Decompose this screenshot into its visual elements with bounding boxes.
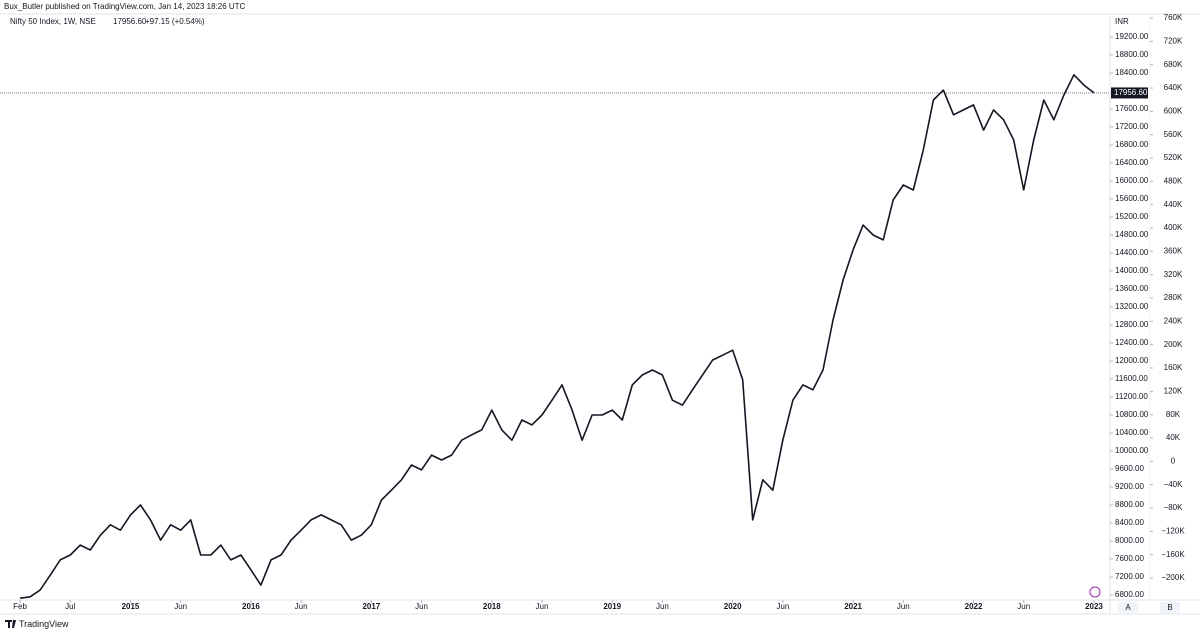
x-tick-label: Jun	[174, 602, 187, 611]
y2-tick-label: 120K	[1164, 386, 1183, 395]
y2-tick-label: 640K	[1164, 83, 1183, 92]
y2-tick-label: 760K	[1164, 13, 1183, 22]
publisher: Bux_Butler published on TradingView.com,…	[4, 2, 246, 11]
y-tick-label: 10400.00	[1115, 428, 1149, 437]
y-tick-label: 10800.00	[1115, 410, 1149, 419]
x-tick-label: 2016	[242, 602, 260, 611]
x-tick-label: Jun	[1017, 602, 1030, 611]
y-tick-label: 10000.00	[1115, 446, 1149, 455]
price-line	[19, 74, 1095, 599]
y2-tick-label: 160K	[1164, 363, 1183, 372]
y-tick-label: 11200.00	[1115, 392, 1148, 401]
x-tick-label: 2015	[122, 602, 140, 611]
y2-tick-label: 0	[1171, 456, 1176, 465]
y-tick-label: 15600.00	[1115, 194, 1149, 203]
y-tick-label: 18800.00	[1115, 50, 1149, 59]
y-tick-label: 14800.00	[1115, 230, 1149, 239]
y-tick-label: 18400.00	[1115, 68, 1149, 77]
y-tick-label: 8400.00	[1115, 518, 1144, 527]
x-tick-label: Jun	[415, 602, 428, 611]
y2-tick-label: 560K	[1164, 130, 1183, 139]
x-tick-label: Jun	[536, 602, 549, 611]
y2-tick-label: 320K	[1164, 270, 1183, 279]
x-tick-label: 2023	[1085, 602, 1103, 611]
y-tick-label: 9600.00	[1115, 464, 1144, 473]
y2-tick-label: −160K	[1161, 550, 1185, 559]
y-tick-label: 17200.00	[1115, 122, 1149, 131]
last: 17956.60	[113, 17, 147, 26]
x-tick-label: 2019	[603, 602, 621, 611]
y2-tick-label: 440K	[1164, 200, 1183, 209]
x-tick-label: Feb	[13, 602, 27, 611]
y2-tick-label: 200K	[1164, 340, 1183, 349]
y-tick-label: 17600.00	[1115, 104, 1149, 113]
y-tick-label: 12400.00	[1115, 338, 1149, 347]
y2-tick-label: 40K	[1166, 433, 1181, 442]
y-tick-label: 9200.00	[1115, 482, 1144, 491]
y2-tick-label: 280K	[1164, 293, 1183, 302]
y2-tick-label: 680K	[1164, 60, 1183, 69]
y2-tick-label: −120K	[1161, 526, 1185, 535]
y-tick-label: 11600.00	[1115, 374, 1148, 383]
y2-tick-label: 600K	[1164, 106, 1183, 115]
y-tick-label: 7200.00	[1115, 572, 1144, 581]
y2-tick-label: −40K	[1164, 480, 1184, 489]
button-label[interactable]: B	[1167, 603, 1172, 612]
last-price-tag	[1111, 87, 1148, 99]
currency: INR	[1115, 17, 1129, 26]
x-tick-label: 2017	[362, 602, 380, 611]
x-tick-label: 2021	[844, 602, 862, 611]
y-tick-label: 16400.00	[1115, 158, 1149, 167]
brand: TradingView	[19, 619, 69, 629]
x-tick-label: Jul	[65, 602, 75, 611]
y2-tick-label: 360K	[1164, 246, 1183, 255]
y2-tick-label: 480K	[1164, 176, 1183, 185]
y-tick-label: 12000.00	[1115, 356, 1149, 365]
y-tick-label: 14000.00	[1115, 266, 1149, 275]
y2-tick-label: 400K	[1164, 223, 1183, 232]
x-tick-label: 2020	[724, 602, 742, 611]
x-tick-label: 2022	[965, 602, 983, 611]
y2-tick-label: 720K	[1164, 36, 1183, 45]
x-tick-label: 2018	[483, 602, 501, 611]
y-tick-label: 7600.00	[1115, 554, 1144, 563]
button-label[interactable]: A	[1125, 603, 1131, 612]
flash-icon[interactable]	[1089, 586, 1101, 598]
y-tick-label: 19200.00	[1115, 32, 1149, 41]
y-tick-label: 14400.00	[1115, 248, 1149, 257]
y-tick-label: 16800.00	[1115, 140, 1149, 149]
y-tick-label: 6800.00	[1115, 590, 1144, 599]
y-tick-label: 13200.00	[1115, 302, 1149, 311]
y2-tick-label: 520K	[1164, 153, 1183, 162]
y-tick-label: 15200.00	[1115, 212, 1149, 221]
y2-tick-label: 80K	[1166, 410, 1181, 419]
last-price-label: 17956.60	[1114, 88, 1148, 97]
y-tick-label: 16000.00	[1115, 176, 1149, 185]
x-tick-label: Jun	[656, 602, 669, 611]
y-tick-label: 8800.00	[1115, 500, 1144, 509]
y-tick-label: 12800.00	[1115, 320, 1149, 329]
button[interactable]	[1160, 602, 1180, 613]
x-tick-label: Jun	[776, 602, 789, 611]
y-tick-label: 13600.00	[1115, 284, 1149, 293]
symbol: Nifty 50 Index, 1W, NSE	[10, 17, 96, 26]
y2-tick-label: 240K	[1164, 316, 1183, 325]
y2-tick-label: −80K	[1164, 503, 1184, 512]
x-tick-label: Jun	[295, 602, 308, 611]
y-tick-label: 8000.00	[1115, 536, 1144, 545]
change: +97.15 (+0.54%)	[145, 17, 205, 26]
button[interactable]	[1118, 602, 1138, 613]
x-tick-label: Jun	[897, 602, 910, 611]
logo	[5, 620, 16, 628]
y2-tick-label: −200K	[1161, 573, 1185, 582]
